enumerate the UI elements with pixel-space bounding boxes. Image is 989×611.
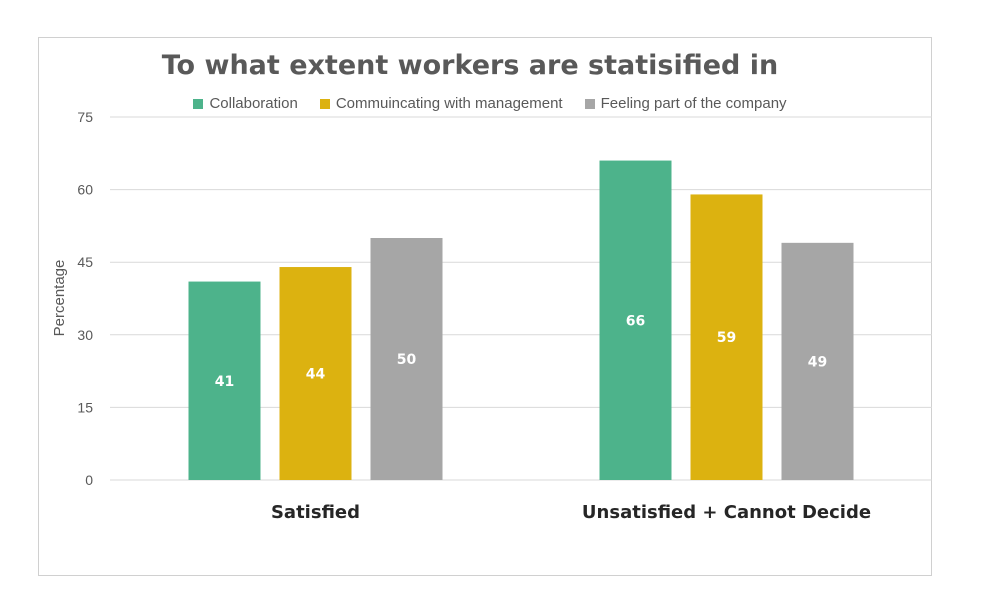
legend-item-communicating: Commuincating with management (319, 95, 563, 112)
bar-layer (188, 160, 854, 480)
y-axis-title: Percentage (51, 260, 68, 337)
legend-label-communicating: Commuincating with management (335, 95, 563, 112)
data-label: 66 (626, 313, 645, 329)
chart-title: To what extent workers are statisified i… (161, 50, 779, 81)
x-category-label: Satisfied (271, 502, 360, 523)
data-label: 41 (215, 374, 234, 390)
legend-swatch-communicating (319, 98, 330, 109)
legend-item-feeling-part: Feeling part of the company (584, 95, 787, 112)
bar (690, 194, 763, 480)
x-category-label: Unsatisfied + Cannot Decide (582, 502, 871, 523)
bar (279, 267, 352, 480)
y-tick-label: 60 (77, 182, 93, 198)
bar (599, 160, 672, 480)
legend: Collaboration Commuincating with managem… (0, 95, 980, 112)
y-tick-label: 75 (77, 109, 93, 125)
legend-item-collaboration: Collaboration (193, 95, 298, 112)
legend-swatch-collaboration (193, 98, 204, 109)
y-tick-label: 30 (77, 327, 93, 343)
legend-label-collaboration: Collaboration (209, 95, 298, 112)
bar (188, 281, 261, 480)
data-label: 59 (717, 330, 736, 346)
y-tick-label: 0 (85, 472, 93, 488)
y-tick-label: 15 (77, 399, 93, 415)
bar (781, 242, 854, 480)
data-label: 50 (397, 352, 417, 368)
data-label: 49 (808, 354, 827, 370)
legend-label-feeling-part: Feeling part of the company (600, 95, 787, 112)
y-tick-label: 45 (77, 254, 93, 270)
bar (370, 238, 443, 480)
label-layer: 41 44 50 Satisfied 66 59 49 Unsatisfied + Canno… (215, 313, 871, 523)
legend-swatch-feeling-part (584, 98, 595, 109)
data-label: 44 (306, 367, 326, 383)
